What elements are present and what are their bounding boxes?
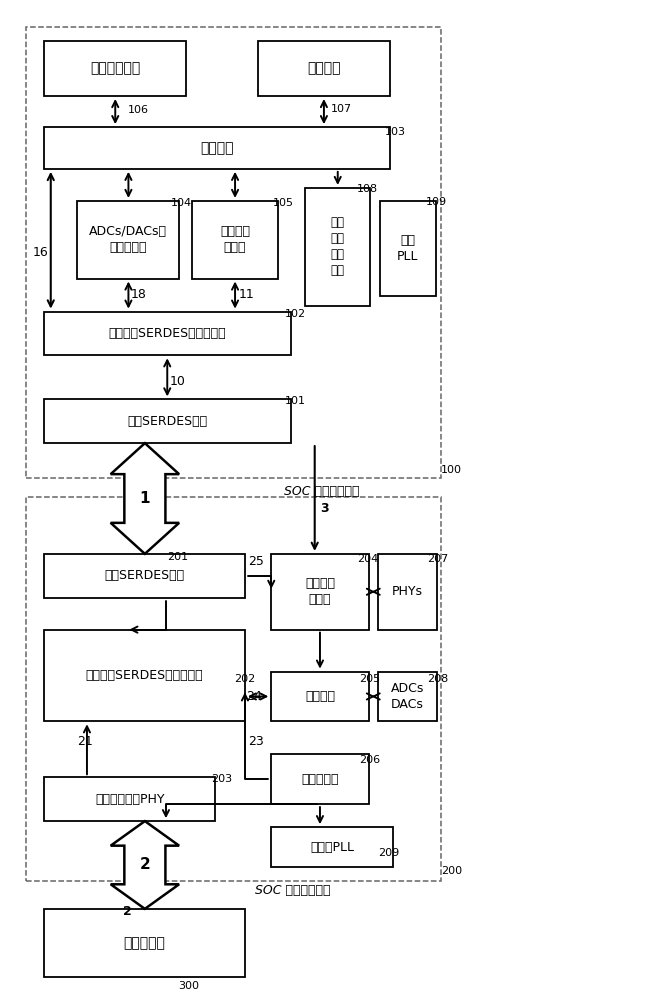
Bar: [258, 41, 390, 96]
Bar: [44, 554, 245, 598]
Text: 25: 25: [249, 555, 264, 568]
Bar: [378, 554, 437, 630]
Bar: [44, 399, 291, 443]
Text: SOC 第二部分电路: SOC 第二部分电路: [254, 884, 330, 897]
Bar: [44, 777, 215, 821]
Text: 101: 101: [284, 396, 305, 406]
Text: 1: 1: [139, 491, 150, 506]
Text: 18: 18: [131, 288, 147, 301]
Text: 203: 203: [211, 774, 232, 784]
Text: 2: 2: [123, 905, 132, 918]
Text: 第二SERDES接口: 第二SERDES接口: [104, 569, 184, 582]
Text: 第一SERDES接口: 第一SERDES接口: [128, 415, 208, 428]
Bar: [44, 127, 390, 169]
Text: 104: 104: [171, 198, 192, 208]
Text: 106: 106: [128, 105, 149, 115]
Text: 11: 11: [239, 288, 254, 301]
Bar: [44, 41, 186, 96]
Text: 208: 208: [427, 674, 449, 684]
Bar: [271, 827, 393, 867]
Bar: [77, 201, 179, 279]
Bar: [271, 554, 369, 630]
Text: 107: 107: [330, 104, 352, 114]
Text: 计算单元: 计算单元: [307, 62, 340, 76]
Text: ADCs/DACs数
据流协议层: ADCs/DACs数 据流协议层: [89, 225, 167, 254]
Text: 高速接口
协议层: 高速接口 协议层: [305, 577, 335, 606]
Text: 外部存储器: 外部存储器: [124, 936, 165, 950]
Text: 内存控制器及PHY: 内存控制器及PHY: [95, 793, 165, 806]
Text: 存储
通信
数字
接口: 存储 通信 数字 接口: [330, 216, 345, 277]
Text: 100: 100: [441, 465, 462, 475]
Text: 202: 202: [234, 675, 255, 685]
Bar: [192, 201, 278, 279]
Text: 205: 205: [359, 674, 380, 684]
Bar: [26, 497, 441, 881]
Bar: [44, 909, 245, 977]
Polygon shape: [110, 821, 179, 909]
Bar: [44, 630, 245, 721]
Text: 109: 109: [426, 197, 447, 207]
Text: 209: 209: [378, 848, 399, 858]
Bar: [378, 672, 437, 721]
Bar: [305, 188, 370, 306]
Text: 105: 105: [273, 198, 294, 208]
Text: 24: 24: [247, 690, 262, 703]
Text: 第二通用SERDES数据链路层: 第二通用SERDES数据链路层: [86, 669, 204, 682]
Bar: [271, 672, 369, 721]
Text: 300: 300: [178, 981, 199, 991]
Text: 2: 2: [139, 857, 150, 872]
Text: 10: 10: [169, 375, 185, 388]
Bar: [44, 312, 291, 355]
Text: 201: 201: [167, 552, 188, 562]
Text: 103: 103: [385, 127, 405, 137]
Text: 片上总线: 片上总线: [200, 141, 234, 155]
Text: 数字接口: 数字接口: [305, 690, 335, 703]
Text: 102: 102: [284, 309, 305, 319]
Text: 第一通用SERDES数据链路层: 第一通用SERDES数据链路层: [109, 327, 227, 340]
Text: 高速接口
应用层: 高速接口 应用层: [220, 225, 250, 254]
Text: 音视频PLL: 音视频PLL: [310, 841, 354, 854]
Bar: [271, 754, 369, 804]
Text: 协处理单元: 协处理单元: [301, 773, 338, 786]
Text: 事务处理单元: 事务处理单元: [90, 62, 140, 76]
Text: 系统
PLL: 系统 PLL: [397, 234, 418, 263]
Text: 108: 108: [357, 184, 378, 194]
Text: 3: 3: [321, 502, 329, 515]
Text: 200: 200: [441, 866, 462, 876]
Text: 23: 23: [249, 735, 264, 748]
Text: SOC 第一部分电路: SOC 第一部分电路: [284, 485, 360, 498]
Polygon shape: [110, 443, 179, 554]
Text: 207: 207: [427, 554, 449, 564]
Text: 21: 21: [77, 735, 93, 748]
Bar: [26, 27, 441, 478]
Text: 16: 16: [33, 246, 49, 259]
Text: PHYs: PHYs: [392, 585, 423, 598]
Bar: [380, 201, 436, 296]
Text: 206: 206: [359, 755, 380, 765]
Text: 204: 204: [357, 554, 378, 564]
Text: ADCs
DACs: ADCs DACs: [391, 682, 424, 711]
